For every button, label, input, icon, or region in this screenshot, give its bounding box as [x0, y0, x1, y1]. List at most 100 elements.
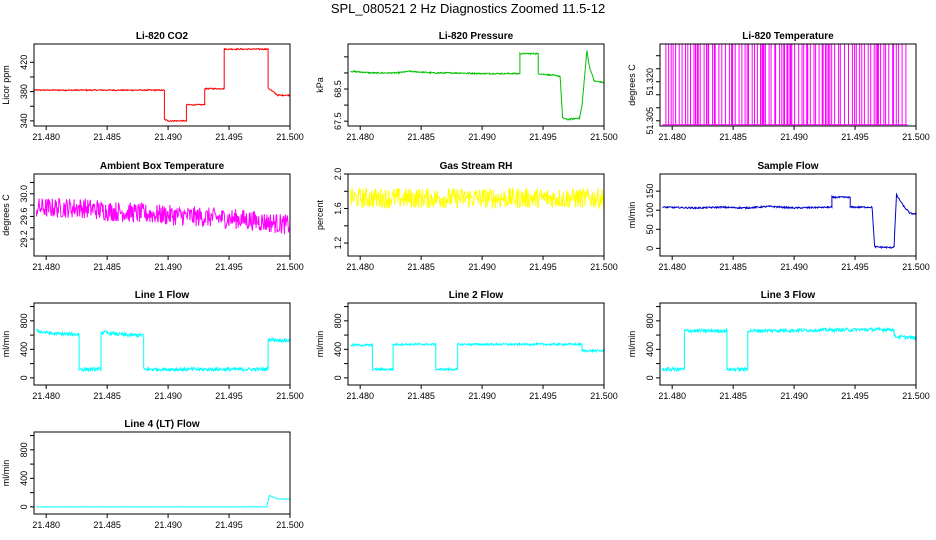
y-axis-label: ml/min [627, 331, 637, 358]
y-axis-label: Licor ppm [1, 65, 11, 105]
chart-panel-8: Line 2 Flow 21.480 21.485 21.490 21.495 21.50… [315, 290, 618, 401]
series-line-1 [349, 186, 604, 210]
x-tick-label: 21.495 [215, 391, 243, 401]
chart-title: Li-820 Pressure [439, 31, 514, 42]
y-axis-label: degrees C [1, 194, 11, 236]
x-tick-label: 21.485 [407, 132, 435, 142]
x-tick-label: 21.490 [780, 391, 808, 401]
x-tick-label: 21.480 [346, 391, 374, 401]
plot-frame [659, 302, 917, 386]
x-tick-label: 21.490 [154, 520, 182, 530]
y-tick-label: 1.6 [333, 202, 343, 215]
y-tick-label: 29.2 [19, 230, 29, 248]
x-tick-label: 21.480 [32, 262, 60, 272]
chart-title: Gas Stream RH [440, 161, 513, 172]
chart-title: Li-820 Temperature [742, 31, 834, 42]
x-tick-label: 21.490 [154, 262, 182, 272]
y-tick-label: 400 [19, 342, 29, 357]
x-tick-label: 21.500 [590, 132, 618, 142]
plot-frame [347, 43, 605, 127]
plot-frame [347, 302, 605, 386]
y-tick-label: 0 [19, 375, 29, 380]
series-group [349, 186, 604, 210]
series-line-1 [35, 328, 290, 373]
x-tick-label: 21.500 [590, 391, 618, 401]
y-tick-label: 380 [19, 84, 29, 99]
series-line-1 [662, 192, 916, 250]
plot-frame [33, 431, 291, 515]
x-tick-label: 21.485 [719, 262, 747, 272]
x-tick-label: 21.485 [407, 262, 435, 272]
chart-title: Li-820 CO2 [136, 31, 189, 42]
x-tick-label: 21.480 [658, 132, 686, 142]
chart-panel-9: Line 3 Flow 21.480 21.485 21.490 21.495 21.50… [627, 290, 930, 401]
y-axis-label: ml/min [1, 460, 11, 487]
y-tick-label: 51.320 [645, 68, 655, 96]
y-tick-label: 800 [645, 313, 655, 328]
x-tick-label: 21.495 [215, 262, 243, 272]
plot-frame [659, 173, 917, 257]
x-tick-label: 21.480 [658, 262, 686, 272]
y-tick-label: 340 [19, 113, 29, 128]
y-tick-label: 100 [645, 203, 655, 218]
x-tick-label: 21.485 [407, 391, 435, 401]
y-axis-label: degrees C [627, 64, 637, 106]
chart-title: Line 3 Flow [761, 290, 816, 301]
chart-panel-7: Line 1 Flow 21.480 21.485 21.490 21.495 21.50… [1, 290, 304, 401]
y-tick-label: 0 [645, 375, 655, 380]
y-axis-label: ml/min [1, 331, 11, 358]
chart-title: Ambient Box Temperature [100, 161, 225, 172]
x-tick-label: 21.485 [719, 132, 747, 142]
series-line-1 [36, 494, 290, 508]
x-tick-label: 21.490 [780, 262, 808, 272]
series-line-1 [34, 47, 290, 123]
y-tick-label: 150 [645, 184, 655, 199]
y-tick-label: 2.0 [333, 168, 343, 181]
chart-title: Sample Flow [757, 161, 818, 172]
chart-title: Line 1 Flow [135, 290, 190, 301]
chart-panel-10: Line 4 (LT) Flow 21.480 21.485 21.490 21.495… [1, 419, 304, 530]
series-group [35, 197, 290, 235]
series-group [662, 44, 908, 126]
series-line-1 [35, 197, 290, 235]
y-axis-label: kPa [315, 77, 325, 93]
y-tick-label: 0 [645, 246, 655, 251]
y-tick-label: 51.305 [645, 107, 655, 135]
x-tick-label: 21.495 [529, 262, 557, 272]
y-tick-label: 400 [333, 342, 343, 357]
y-axis-label: percent [315, 199, 325, 230]
main-title: SPL_080521 2 Hz Diagnostics Zoomed 11.5-… [330, 1, 606, 16]
x-tick-label: 21.480 [32, 391, 60, 401]
plot-frame [33, 302, 291, 386]
y-tick-label: 68.5 [333, 80, 343, 98]
x-tick-label: 21.480 [32, 132, 60, 142]
chart-panel-1: Li-820 CO2 21.480 21.485 21.490 21.495 21.500… [1, 31, 304, 142]
x-tick-label: 21.495 [841, 262, 869, 272]
y-tick-label: 420 [19, 55, 29, 70]
series-group [36, 494, 290, 508]
x-tick-label: 21.490 [154, 391, 182, 401]
series-group [350, 50, 604, 121]
y-tick-label: 29.6 [19, 208, 29, 226]
y-axis-label: ml/min [315, 331, 325, 358]
x-tick-label: 21.485 [93, 262, 121, 272]
y-tick-label: 800 [19, 442, 29, 457]
chart-panel-2: Li-820 Pressure 21.480 21.485 21.490 21.495 2… [315, 31, 618, 142]
series-group [34, 47, 290, 123]
series-line-1 [350, 50, 604, 121]
y-tick-label: 30.0 [19, 185, 29, 203]
chart-panel-4: Ambient Box Temperature 21.480 21.485 21.49… [1, 161, 304, 272]
x-tick-label: 21.485 [93, 391, 121, 401]
y-tick-label: 800 [333, 313, 343, 328]
x-tick-label: 21.500 [902, 132, 930, 142]
y-tick-label: 0 [333, 375, 343, 380]
x-tick-label: 21.500 [276, 262, 304, 272]
x-tick-label: 21.495 [529, 132, 557, 142]
series-line-1 [661, 326, 916, 373]
y-tick-label: 67.5 [333, 112, 343, 130]
x-tick-label: 21.495 [841, 391, 869, 401]
y-axis-label: ml/min [627, 202, 637, 229]
x-tick-label: 21.485 [719, 391, 747, 401]
plot-frame [33, 43, 291, 127]
plot-frame [659, 43, 917, 127]
